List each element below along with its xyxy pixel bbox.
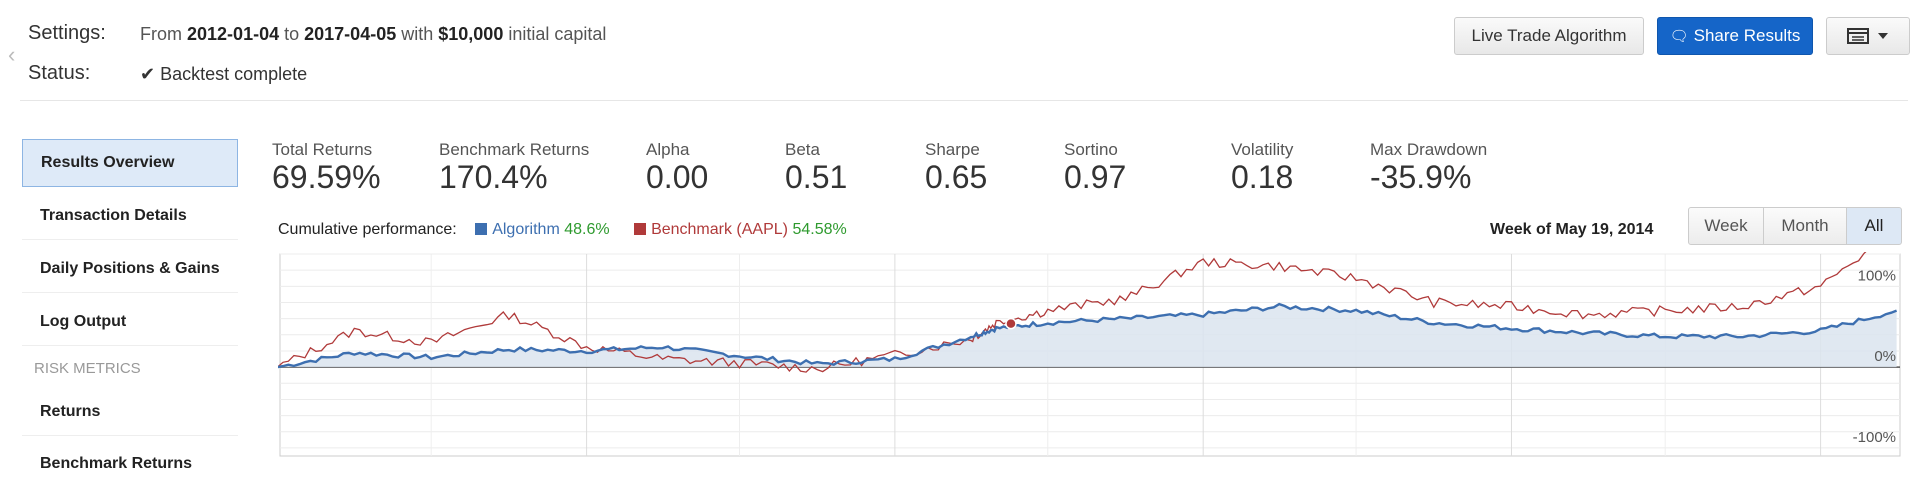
status-label: Status: <box>28 62 91 84</box>
range-month-button[interactable]: Month <box>1763 207 1847 245</box>
y-tick-label: 100% <box>1858 267 1896 284</box>
settings-summary: From 2012-01-04 to 2017-04-05 with $10,0… <box>140 24 607 44</box>
metric-label: Max Drawdown <box>1370 140 1488 159</box>
settings-label: Settings: <box>28 22 106 44</box>
y-tick-label: 0% <box>1874 348 1896 365</box>
algorithm-value: 48.6% <box>564 221 610 238</box>
sidebar-item-transaction-details[interactable]: Transaction Details <box>22 192 238 240</box>
list-icon <box>1847 28 1869 44</box>
benchmark-series-line <box>278 252 1867 373</box>
chart-legend: Cumulative performance: Algorithm 48.6% … <box>278 221 847 239</box>
metric-value: 0.65 <box>925 159 988 195</box>
metric-label: Alpha <box>646 140 690 159</box>
algorithm-series-line <box>278 302 1898 369</box>
legend-benchmark[interactable]: Benchmark (AAPL) 54.58% <box>634 221 847 238</box>
sidebar-item-log-output[interactable]: Log Output <box>22 298 238 346</box>
status-value: ✔ Backtest complete <box>140 64 308 84</box>
sidebar-item-results-overview[interactable]: Results Overview <box>22 139 238 187</box>
algorithm-area <box>278 304 1897 368</box>
sidebar-item-benchmark-returns[interactable]: Benchmark Returns <box>40 455 193 472</box>
metric-label: Benchmark Returns <box>439 140 590 159</box>
end-date: 2017-04-05 <box>304 24 397 44</box>
range-all-button[interactable]: All <box>1846 207 1902 245</box>
metric-value: 0.00 <box>646 159 709 195</box>
metric-label: Sharpe <box>925 140 980 159</box>
risk-metrics-heading: RISK METRICS <box>34 360 141 377</box>
legend-algorithm[interactable]: Algorithm 48.6% <box>475 221 614 238</box>
week-label: Week of May 19, 2014 <box>1490 221 1654 238</box>
header-divider <box>20 100 1908 101</box>
chevron-down-icon <box>1878 33 1888 39</box>
sidebar-item-daily-positions[interactable]: Daily Positions & Gains <box>22 245 238 293</box>
metric-label: Sortino <box>1064 140 1118 159</box>
metric-label: Total Returns <box>272 140 373 159</box>
comment-icon: 🗨 <box>1669 28 1689 45</box>
benchmark-swatch <box>634 223 647 235</box>
sidebar-item-returns[interactable]: Returns <box>22 388 238 436</box>
prev-arrow-icon[interactable]: ‹ <box>8 42 16 67</box>
checkmark-icon: ✔ <box>140 64 156 84</box>
benchmark-marker <box>1005 317 1017 330</box>
metric-value: -35.9% <box>1370 159 1472 195</box>
cumulative-performance-chart[interactable]: 100% 0% -100% <box>278 252 1904 458</box>
range-week-button[interactable]: Week <box>1688 207 1764 245</box>
metric-value: 0.51 <box>785 159 848 195</box>
menu-dropdown-button[interactable] <box>1826 17 1910 55</box>
metric-value: 170.4% <box>439 159 548 195</box>
chart-title: Cumulative performance: <box>278 221 457 238</box>
initial-capital: $10,000 <box>438 24 504 44</box>
y-tick-label: -100% <box>1853 429 1896 446</box>
start-date: 2012-01-04 <box>187 24 280 44</box>
live-trade-button[interactable]: Live Trade Algorithm <box>1454 17 1644 55</box>
benchmark-value: 54.58% <box>792 221 847 238</box>
metric-label: Beta <box>785 140 820 159</box>
metric-value: 69.59% <box>272 159 381 195</box>
metric-value: 0.97 <box>1064 159 1127 195</box>
algorithm-swatch <box>475 223 488 235</box>
share-results-button[interactable]: 🗨 Share Results <box>1657 17 1813 55</box>
metric-value: 0.18 <box>1231 159 1294 195</box>
metric-label: Volatility <box>1231 140 1294 159</box>
